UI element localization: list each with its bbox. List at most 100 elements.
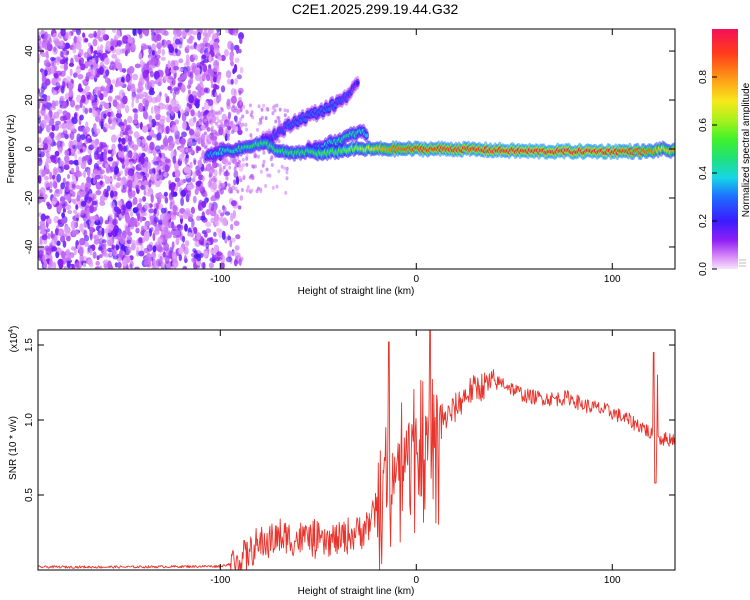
noise-speckle xyxy=(132,207,139,214)
noise-speckle xyxy=(185,207,191,216)
colorbar-ticks: 0.0 0.2 0.4 0.6 0.8 xyxy=(698,70,746,276)
noise-speckle xyxy=(162,215,167,224)
spectrogram-y-axis-label: Frequency (Hz) xyxy=(6,115,17,184)
noise-speckle xyxy=(209,257,216,263)
y-tick-label: 20 xyxy=(24,94,35,106)
noise-speckle xyxy=(75,184,80,190)
noise-speckle xyxy=(156,132,162,141)
lower-branch-core xyxy=(364,133,369,138)
noise-speckle xyxy=(72,183,76,189)
noise-speckle xyxy=(269,157,273,162)
noise-speckle xyxy=(44,160,48,170)
noise-speckle xyxy=(159,70,164,78)
noise-speckle xyxy=(151,43,157,52)
noise-speckle xyxy=(234,245,240,251)
noise-speckle xyxy=(209,135,213,140)
noise-speckle xyxy=(76,41,82,50)
noise-speckle xyxy=(230,60,234,67)
noise-speckle xyxy=(95,115,100,122)
noise-speckle xyxy=(150,256,154,262)
noise-speckle xyxy=(204,124,208,129)
noise-speckle xyxy=(145,64,152,71)
noise-speckle xyxy=(102,34,109,41)
noise-speckle xyxy=(179,179,184,186)
noise-speckle xyxy=(53,123,60,131)
noise-speckle xyxy=(241,114,245,119)
noise-speckle xyxy=(207,99,214,107)
noise-speckle xyxy=(55,251,60,259)
noise-speckle xyxy=(142,212,148,217)
noise-speckle xyxy=(107,111,112,118)
noise-speckle xyxy=(111,244,115,250)
noise-speckle xyxy=(207,112,211,117)
noise-speckle xyxy=(237,159,241,164)
noise-speckle xyxy=(54,86,60,91)
x-tick-label: -100 xyxy=(210,575,230,586)
noise-speckle xyxy=(213,140,217,145)
noise-speckle xyxy=(193,253,201,259)
noise-speckle xyxy=(86,168,91,177)
noise-speckle xyxy=(40,52,47,57)
noise-speckle xyxy=(100,44,104,51)
noise-speckle xyxy=(218,93,222,102)
noise-speckle xyxy=(41,40,48,49)
noise-speckle xyxy=(153,229,160,236)
noise-speckle xyxy=(91,172,96,179)
noise-speckle xyxy=(235,176,240,185)
noise-speckle xyxy=(234,78,238,85)
noise-speckle xyxy=(69,254,75,259)
noise-speckle xyxy=(214,97,219,105)
noise-speckle xyxy=(236,189,240,194)
noise-speckle xyxy=(67,209,73,215)
noise-speckle xyxy=(69,68,73,77)
noise-speckle xyxy=(225,70,232,79)
noise-speckle xyxy=(67,174,71,179)
noise-speckle xyxy=(84,155,91,161)
colorbar-label: Normalized spectral amplitude xyxy=(741,82,750,217)
noise-speckle xyxy=(170,198,175,206)
noise-speckle xyxy=(270,163,274,167)
noise-speckle xyxy=(141,138,146,144)
noise-speckle xyxy=(66,235,71,242)
noise-speckle xyxy=(220,108,224,112)
noise-speckle xyxy=(128,66,135,74)
noise-speckle xyxy=(199,215,206,221)
noise-speckle xyxy=(94,266,101,269)
noise-speckle xyxy=(156,125,162,131)
noise-speckle xyxy=(91,102,98,108)
noise-speckle xyxy=(217,55,222,61)
noise-speckle xyxy=(188,118,195,127)
noise-speckle xyxy=(228,161,231,166)
noise-speckle xyxy=(60,182,66,190)
noise-speckle xyxy=(238,163,241,168)
colorbar-tick-label: 0.6 xyxy=(698,118,709,132)
noise-speckle xyxy=(99,195,105,203)
noise-speckle xyxy=(79,148,84,153)
noise-speckle xyxy=(125,200,132,210)
noise-speckle xyxy=(184,240,190,247)
noise-speckle xyxy=(133,113,139,120)
noise-speckle xyxy=(105,69,110,77)
noise-speckle xyxy=(68,140,73,149)
noise-speckle xyxy=(135,98,140,104)
noise-speckle xyxy=(232,158,238,165)
noise-speckle xyxy=(163,75,169,81)
noise-speckle xyxy=(177,78,181,83)
noise-speckle xyxy=(175,238,180,245)
noise-speckle xyxy=(115,243,120,251)
noise-speckle xyxy=(40,213,46,222)
noise-speckle xyxy=(43,260,47,269)
noise-speckle xyxy=(92,251,97,259)
noise-speckle xyxy=(261,163,265,168)
noise-speckle xyxy=(132,73,139,81)
noise-speckle xyxy=(115,182,121,189)
noise-speckle xyxy=(192,195,197,204)
noise-speckle xyxy=(98,246,103,251)
noise-speckle xyxy=(285,166,289,171)
noise-speckle xyxy=(60,29,66,37)
noise-speckle xyxy=(216,251,222,257)
noise-speckle xyxy=(150,106,154,115)
noise-speckle xyxy=(249,133,253,138)
noise-speckle xyxy=(100,86,104,92)
noise-speckle xyxy=(208,162,211,167)
